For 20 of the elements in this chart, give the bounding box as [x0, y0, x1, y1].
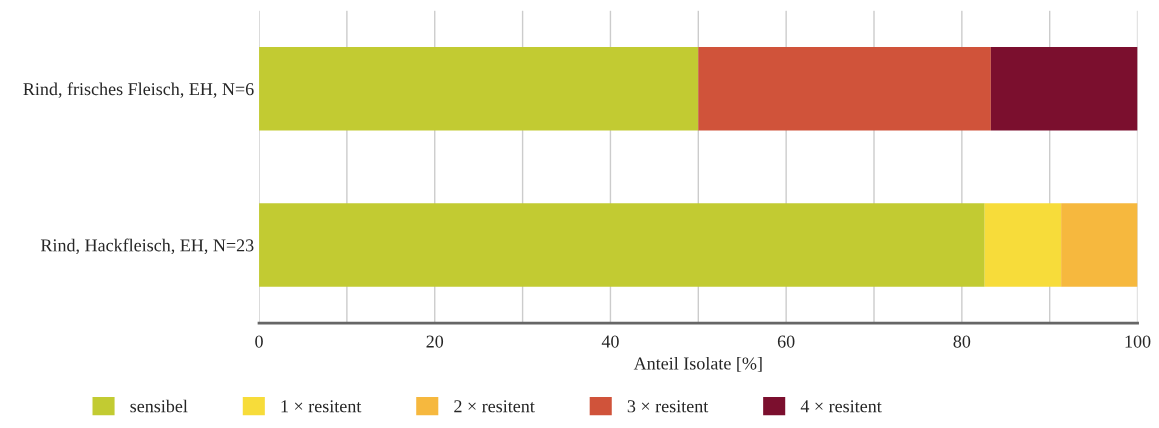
- x-tick-label: 60: [777, 335, 795, 348]
- x-axis-title: Anteil Isolate [%]: [633, 356, 762, 372]
- bar: [259, 47, 699, 131]
- bar: [259, 203, 985, 287]
- y-tick-label: Rind, Hackfleisch, EH, N=23: [40, 238, 254, 255]
- x-tick-label: 100: [1125, 335, 1151, 348]
- legend-label: 2 × resitent: [454, 400, 535, 413]
- legend-label: 3 × resitent: [627, 400, 709, 413]
- bar: [990, 47, 1138, 131]
- x-tick-label: 80: [953, 335, 971, 348]
- legend-label: sensibel: [130, 399, 188, 413]
- x-tick-label: 0: [255, 335, 263, 348]
- legend-label: 1 × resitent: [281, 400, 362, 413]
- bar: [698, 47, 991, 131]
- bar: [1061, 203, 1138, 287]
- y-tick-label: Rind, frisches Fleisch, EH, N=6: [23, 82, 254, 98]
- legend-label: 4 × resitent: [800, 400, 882, 413]
- x-tick-label: 20: [426, 335, 444, 348]
- x-tick-label: 40: [601, 335, 619, 348]
- bar: [984, 203, 1062, 287]
